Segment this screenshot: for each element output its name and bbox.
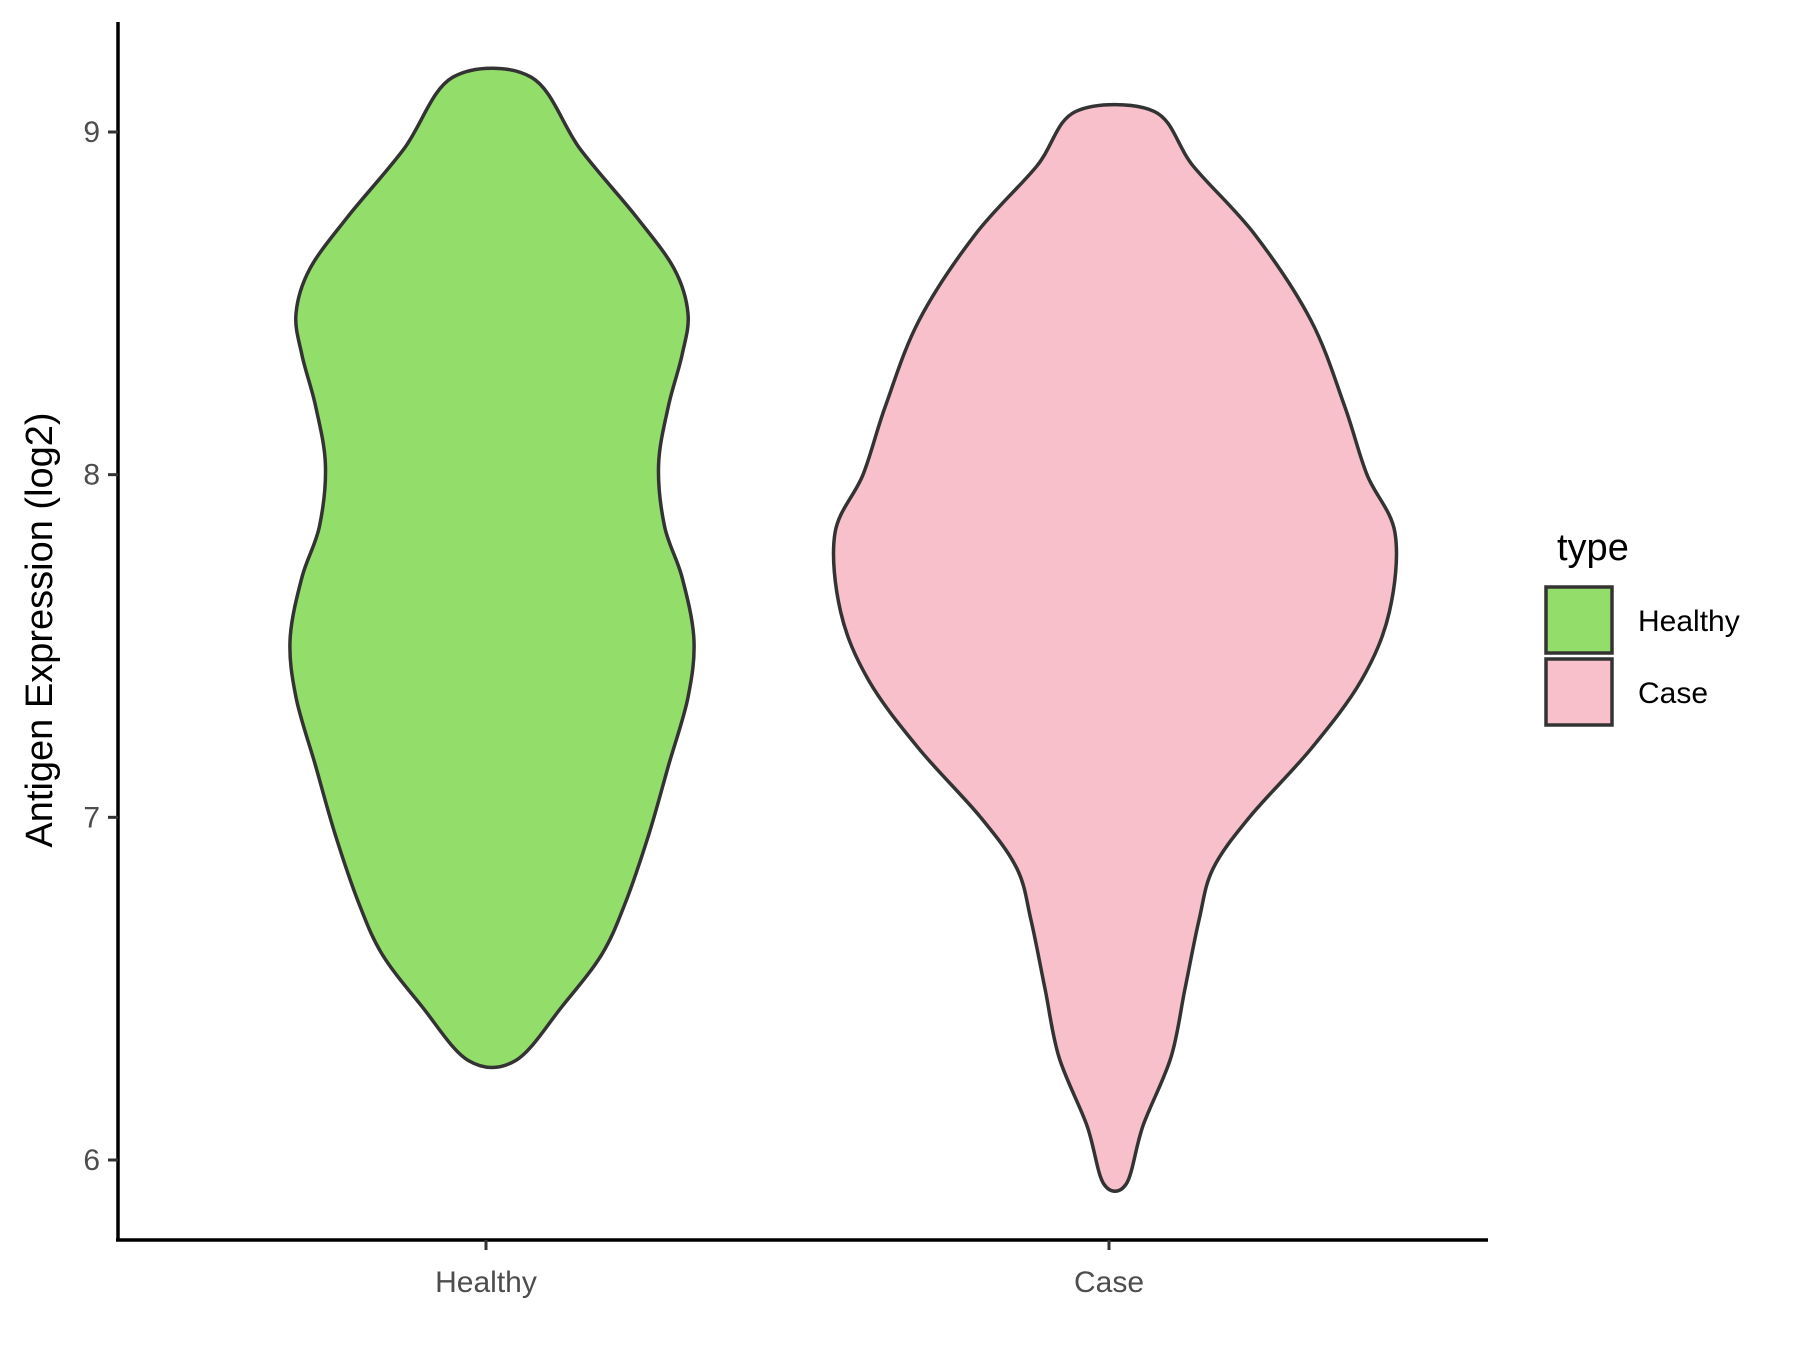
y-tick-label: 6 [83,1144,100,1177]
violin-layer [288,66,1399,1194]
x-tick-label: Case [1074,1266,1144,1299]
y-axis-ticks: 6 7 8 9 [83,116,118,1177]
y-tick-label: 8 [83,459,100,492]
axes [116,22,1488,1242]
legend-swatch-case [1544,657,1614,727]
legend: type Healthy Case [1544,527,1740,727]
legend-swatch-healthy [1544,585,1614,655]
violin-case [831,102,1399,1194]
y-tick-label: 7 [83,801,100,834]
legend-label: Case [1638,677,1708,710]
x-axis-ticks: Healthy Case [435,1240,1144,1299]
legend-label: Healthy [1638,605,1740,638]
x-tick-label: Healthy [435,1266,537,1299]
legend-title: type [1557,527,1629,569]
y-axis-title: Antigen Expression (log2) [19,412,61,847]
violin-healthy [288,66,696,1070]
y-tick-label: 9 [83,116,100,149]
